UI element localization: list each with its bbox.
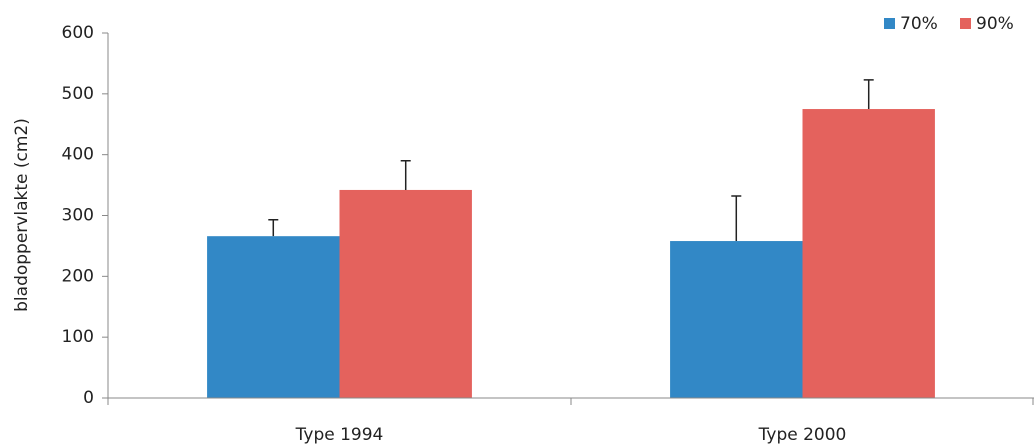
bar [670,241,803,398]
y-tick-label: 500 [62,84,94,104]
x-tick-label: Type 1994 [295,425,384,445]
error-bar [268,219,279,237]
y-tick-label: 0 [83,388,94,408]
y-tick-label: 200 [62,266,94,286]
bar [207,236,340,398]
y-tick-label: 600 [62,23,94,43]
legend-label: 70% [900,14,938,34]
x-tick-label: Type 2000 [758,425,847,445]
legend-label: 90% [976,14,1014,34]
y-tick-label: 400 [62,145,94,165]
y-tick-label: 300 [62,206,94,226]
error-bar [400,160,411,190]
y-tick-label: 100 [62,327,94,347]
bar [802,109,935,399]
error-bar [863,79,874,110]
legend-swatch [960,18,971,29]
y-axis-label: bladoppervlakte (cm2) [12,118,32,312]
legend-swatch [884,18,895,29]
bar [339,189,472,398]
error-bar [731,195,742,242]
